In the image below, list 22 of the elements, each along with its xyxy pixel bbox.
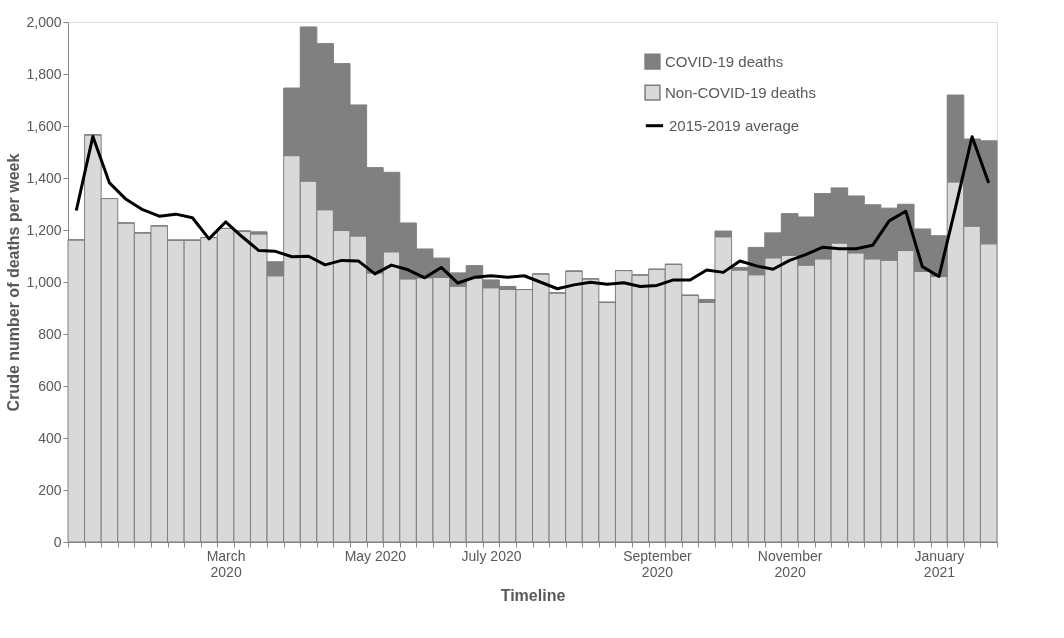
legend-label: COVID-19 deaths bbox=[664, 52, 784, 70]
x-tick-label: January 2021 bbox=[914, 547, 965, 580]
y-axis-title: Crude number of deaths per week bbox=[5, 153, 23, 412]
y-tick-label: 0 bbox=[53, 533, 62, 550]
x-tick-label: May 2020 bbox=[344, 547, 407, 564]
y-tick-label: 200 bbox=[38, 481, 62, 498]
legend-label: 2015-2019 average bbox=[668, 116, 800, 134]
y-tick-label: 1,600 bbox=[26, 117, 62, 134]
y-tick-label: 1,200 bbox=[26, 221, 62, 238]
y-tick-label: 400 bbox=[38, 429, 62, 446]
legend-label: Non-COVID-19 deaths bbox=[664, 83, 816, 101]
y-tick-label: 1,000 bbox=[26, 273, 62, 290]
x-axis-title: Timeline bbox=[500, 586, 566, 604]
y-tick-label: 2,000 bbox=[26, 13, 62, 30]
y-tick-label: 800 bbox=[38, 325, 62, 342]
y-tick-label: 1,800 bbox=[26, 65, 62, 82]
x-tick-label: November 2020 bbox=[757, 547, 823, 580]
x-tick-label: July 2020 bbox=[461, 547, 522, 564]
x-tick-label: September 2020 bbox=[623, 547, 692, 580]
y-tick-label: 1,400 bbox=[26, 169, 62, 186]
y-tick-label: 600 bbox=[38, 377, 62, 394]
x-tick-label: March 2020 bbox=[206, 547, 246, 580]
